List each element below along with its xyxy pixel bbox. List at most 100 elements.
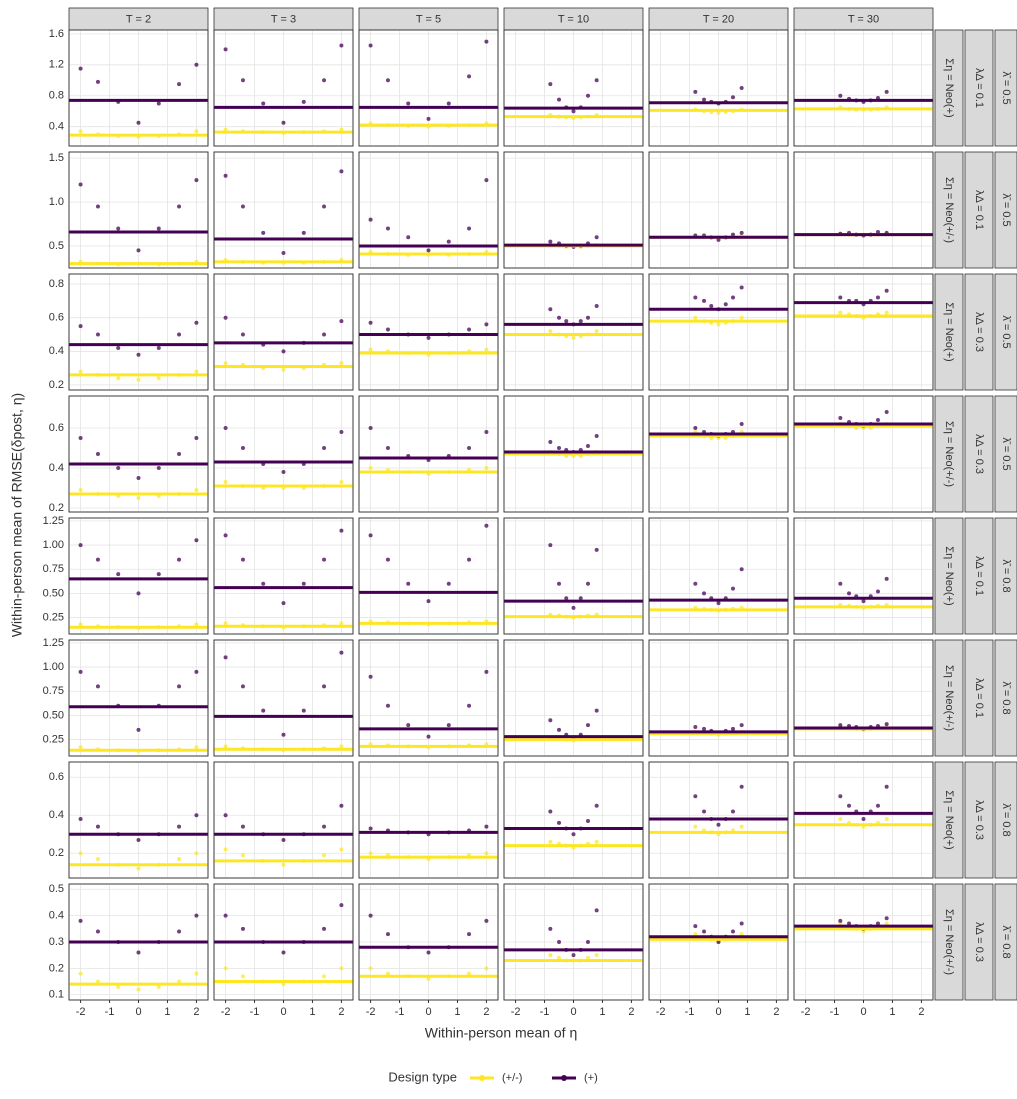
data-point (156, 101, 161, 106)
data-point (585, 93, 590, 98)
data-point (281, 349, 286, 354)
data-point (368, 347, 373, 352)
x-tick-label: 1 (454, 1006, 460, 1018)
x-tick-label: 0 (860, 1006, 866, 1018)
data-point (875, 921, 880, 926)
x-tick-label: -2 (511, 1006, 521, 1018)
data-point (261, 581, 266, 586)
row-label: λ̄ = 0.8 (1000, 925, 1012, 958)
data-point (838, 817, 843, 822)
data-point (281, 950, 286, 955)
data-point (571, 953, 576, 958)
data-point (467, 932, 472, 937)
data-point (339, 966, 344, 971)
x-tick-label: 1 (744, 1006, 750, 1018)
row-label: Ση = Neo(+/-) (943, 909, 955, 975)
y-tick-label: 1.00 (43, 661, 64, 673)
data-point (281, 982, 286, 987)
data-point (406, 235, 411, 240)
data-point (240, 204, 245, 209)
data-point (78, 369, 83, 374)
data-point (368, 851, 373, 856)
data-point (177, 452, 182, 456)
row-label: λ̄ = 0.8 (1000, 803, 1012, 836)
data-point (484, 178, 489, 183)
data-point (281, 601, 286, 606)
data-point (385, 78, 390, 83)
row-strip (994, 517, 1017, 635)
row-label: λΔ = 0.1 (973, 678, 985, 718)
data-point (693, 725, 698, 729)
row-strip (934, 639, 964, 757)
data-point (339, 903, 344, 908)
data-point (78, 669, 83, 674)
data-point (875, 295, 880, 300)
data-point (78, 851, 83, 856)
y-tick-label: 0.2 (49, 379, 64, 391)
data-point (281, 470, 286, 474)
data-point (548, 440, 553, 444)
data-point (240, 446, 245, 450)
data-point (693, 794, 698, 799)
data-point (426, 734, 431, 739)
data-point (368, 674, 373, 679)
data-point (739, 921, 744, 926)
x-tick-label: -2 (221, 1006, 231, 1018)
data-point (716, 322, 721, 327)
data-point (339, 319, 344, 324)
y-tick-label: 0.5 (49, 240, 64, 252)
data-point (594, 547, 599, 552)
data-point (838, 918, 843, 923)
column-label: T = 5 (416, 13, 441, 25)
data-point (693, 315, 698, 320)
data-point (594, 839, 599, 844)
data-point (709, 303, 714, 308)
data-point (385, 327, 390, 332)
panel-border (358, 517, 499, 635)
row-strip (964, 883, 994, 1001)
panel-border (793, 151, 934, 269)
data-point (194, 851, 199, 856)
row-label: λΔ = 0.3 (973, 312, 985, 352)
legend-label: (+) (584, 1072, 598, 1084)
data-point (446, 101, 451, 106)
data-point (467, 226, 472, 231)
data-point (339, 528, 344, 533)
data-point (739, 230, 744, 235)
data-point (95, 332, 100, 337)
panel-border (68, 761, 209, 879)
data-point (884, 310, 889, 315)
row-strip (994, 151, 1017, 269)
y-tick-label: 0.25 (43, 611, 64, 623)
data-point (136, 377, 141, 382)
panel-border (793, 395, 934, 513)
data-point (557, 820, 562, 825)
data-point (339, 803, 344, 808)
data-point (223, 173, 228, 178)
data-point (548, 839, 553, 844)
x-tick-label: 1 (164, 1006, 170, 1018)
data-point (548, 718, 553, 723)
row-strip (964, 639, 994, 757)
data-point (702, 298, 707, 303)
data-point (322, 78, 327, 83)
data-point (548, 926, 553, 931)
data-point (730, 95, 735, 100)
y-tick-label: 0.4 (49, 910, 64, 922)
row-strip (994, 761, 1017, 879)
y-tick-label: 1.00 (43, 539, 64, 551)
data-point (484, 322, 489, 327)
data-point (385, 446, 390, 450)
row-label: λΔ = 0.3 (973, 800, 985, 840)
data-point (838, 723, 843, 728)
data-point (548, 543, 553, 548)
panel-border (68, 29, 209, 147)
y-tick-label: 0.3 (49, 936, 64, 948)
data-point (95, 557, 100, 562)
data-point (339, 621, 344, 626)
legend-title: Design type (388, 1069, 457, 1084)
x-tick-label: -1 (830, 1006, 840, 1018)
data-point (223, 480, 228, 484)
panel-border (358, 29, 499, 147)
